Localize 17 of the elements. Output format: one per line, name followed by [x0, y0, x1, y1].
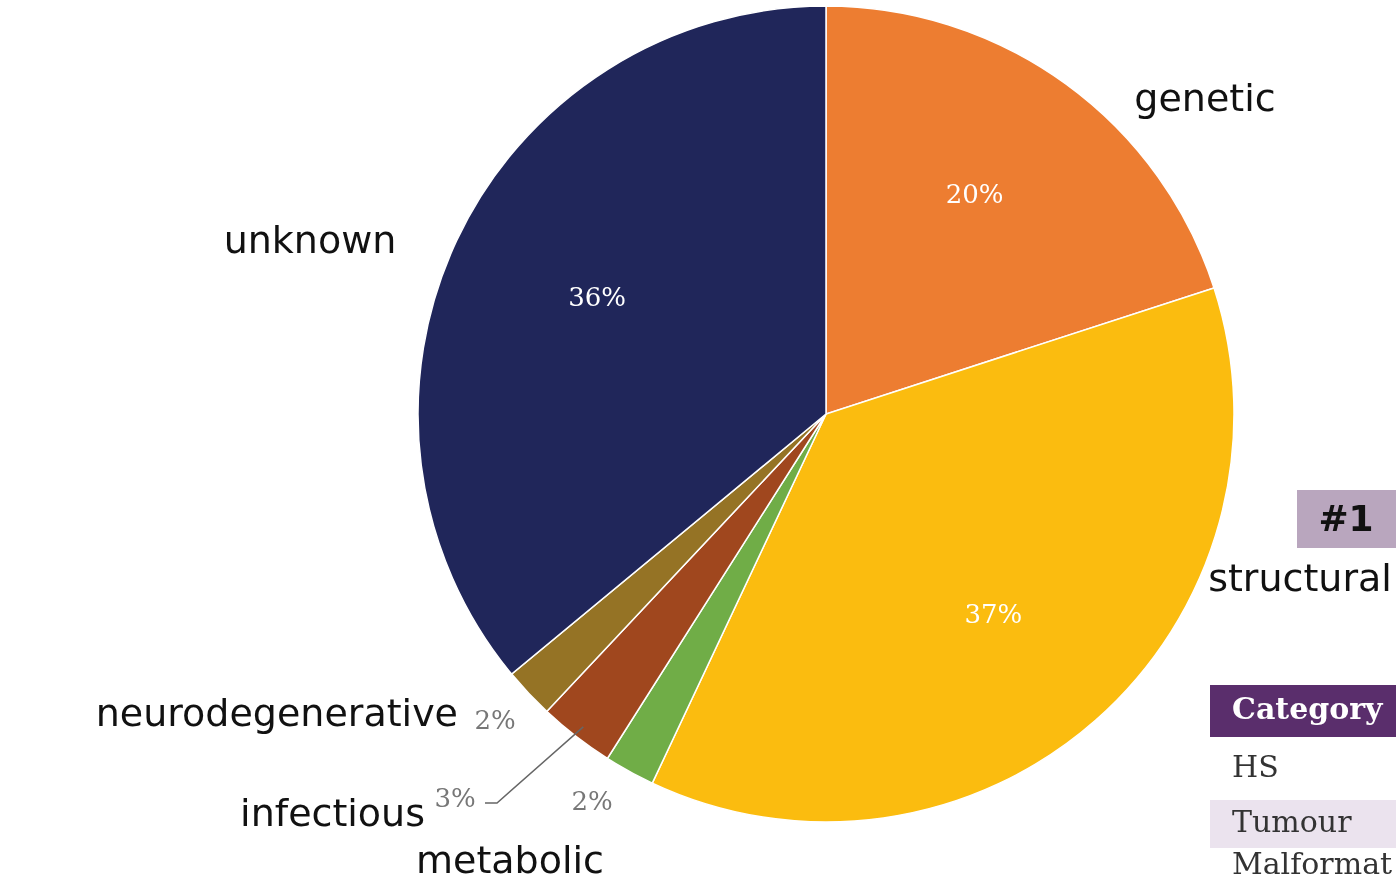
data-label: 36%: [568, 282, 627, 313]
text: Category: [1232, 691, 1385, 726]
text: Tumour: [1232, 804, 1353, 839]
data-label: 37%: [964, 598, 1023, 629]
text: Malformat: [1232, 846, 1393, 881]
slice-label: metabolic: [416, 837, 604, 882]
slice-label: genetic: [1134, 75, 1276, 120]
text: HS: [1232, 749, 1279, 784]
badge: #1: [1297, 490, 1396, 548]
slice-label: unknown: [223, 217, 397, 262]
data-label: 20%: [945, 179, 1004, 210]
data-label: 2%: [474, 705, 516, 735]
slice-label: infectious: [240, 790, 425, 835]
slice-label: structural: [1208, 555, 1392, 600]
data-label: 3%: [434, 783, 476, 813]
data-label: 2%: [571, 786, 613, 816]
slice-label: neurodegenerative: [95, 690, 458, 735]
